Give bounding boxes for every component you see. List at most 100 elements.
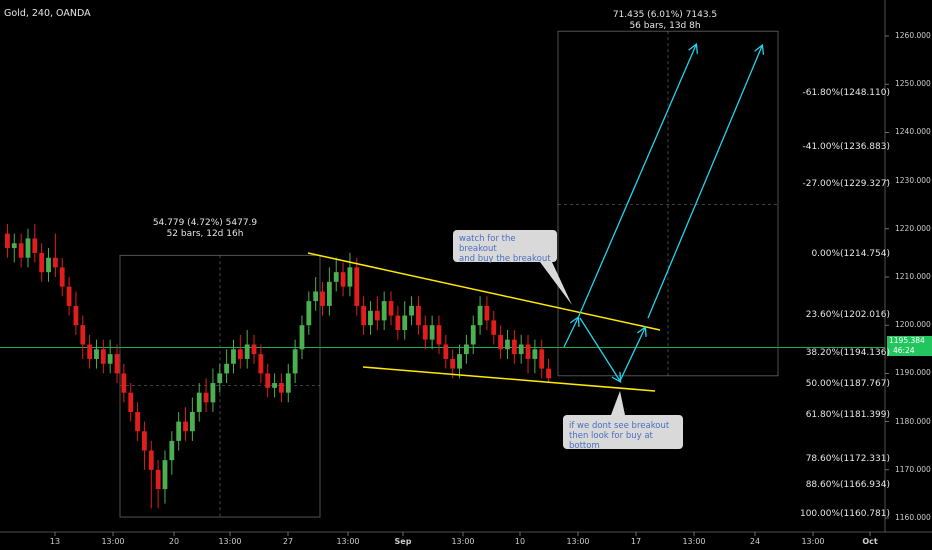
fib-level-label: -41.00%(1236.883) [802, 142, 890, 153]
candle-body [354, 267, 360, 306]
time-tick-label: Sep [394, 537, 412, 546]
candle-body [18, 243, 24, 258]
time-tick-label: 20 [168, 537, 180, 546]
candle-body [505, 339, 510, 350]
measure-right-line1: 71.435 (6.01%) 7143.5 [612, 10, 718, 20]
price-tick-label: 1260.000 [895, 31, 931, 40]
candle-body [114, 354, 120, 374]
price-tick-label: 1220.000 [895, 223, 931, 233]
candle-body [251, 344, 257, 355]
candle-body [121, 373, 127, 393]
fib-level-label: 88.60%(1166.934) [805, 479, 890, 490]
candle-body [285, 373, 291, 393]
candle-body [306, 301, 312, 326]
candle-body [422, 325, 428, 340]
candle-body [368, 310, 373, 326]
projection-arrow [579, 317, 620, 381]
candle-body [347, 267, 353, 287]
candle-body [484, 305, 490, 321]
candle-body [59, 267, 65, 287]
callout-buy-bottom[interactable]: if we dont see breakout then look for bu… [563, 415, 683, 451]
fib-level-label: 23.60%(1202.016) [805, 310, 890, 321]
candle-body [272, 383, 277, 388]
candle-body [279, 383, 284, 393]
candle-body [52, 257, 58, 268]
fib-level-label: 100.00%(1160.781) [799, 509, 890, 520]
candle-body [80, 325, 86, 345]
price-tick-label: 1170.000 [895, 464, 931, 474]
candle-body [66, 286, 72, 306]
time-tick-label: 10 [514, 537, 526, 546]
upper-trendline [307, 252, 661, 331]
candle-body [87, 344, 93, 359]
axes [0, 0, 932, 536]
candle-body [539, 349, 545, 369]
candle-body [518, 344, 524, 355]
symbol-label: Gold, 240, OANDA [4, 8, 91, 19]
candle-body [203, 392, 209, 403]
drawings [307, 45, 762, 415]
countdown-badge: 46:24 [887, 346, 932, 357]
candle-body [320, 291, 325, 306]
time-tick-label: 13:00 [801, 537, 825, 546]
price-tick-label: 1240.000 [895, 127, 931, 137]
candle-body [477, 305, 483, 326]
candle-body [176, 421, 182, 441]
callout-breakout[interactable]: watch for the breakout and buy the break… [453, 230, 557, 264]
candle-body [162, 460, 168, 490]
candle-body [313, 291, 319, 302]
time-tick-label: 13:00 [566, 537, 590, 546]
time-tick-label: 13 [49, 537, 61, 546]
measure-right-label: 71.435 (6.01%) 7143.5 56 bars, 13d 8h [600, 10, 730, 32]
candle-body [100, 349, 106, 364]
candle-body [388, 301, 394, 316]
candle-body [183, 421, 188, 432]
candle-body [292, 349, 298, 374]
measure-boxes [119, 30, 779, 518]
candle-body [457, 354, 462, 369]
candle-body [299, 325, 305, 350]
candle-body [73, 305, 79, 326]
callout-breakout-line1: watch for the breakout [459, 234, 516, 254]
fib-level-label: 78.60%(1172.331) [805, 453, 890, 464]
candle-body [340, 272, 346, 287]
candle-body [46, 257, 51, 273]
candle-body [169, 440, 175, 461]
price-tick-label: 1230.000 [895, 175, 931, 185]
candle-body [135, 411, 140, 432]
candle-body [436, 325, 442, 345]
candle-body [395, 315, 401, 331]
candle-body [491, 320, 497, 335]
measure-right-line2: 56 bars, 13d 8h [629, 21, 701, 31]
callout-buy-bottom-line1: if we dont see breakout [569, 421, 670, 431]
time-tick-label: Oct [862, 537, 878, 546]
candle-body [450, 358, 456, 369]
price-tick-label: 1190.000 [895, 368, 931, 378]
candle-body [374, 310, 380, 321]
candle-body [94, 349, 99, 359]
fib-level-label: 50.00%(1187.767) [805, 379, 890, 390]
price-tick-label: 1160.000 [895, 513, 931, 522]
fib-level-label: 0.00%(1214.754) [811, 249, 890, 260]
candle-body [196, 392, 202, 412]
candle-body [25, 238, 31, 258]
fib-level-label: 38.20%(1194.136) [805, 348, 890, 359]
time-tick-label: 13:00 [101, 537, 125, 546]
candle-body [128, 392, 134, 412]
measure-box-right [557, 30, 779, 377]
projection-arrow [647, 46, 762, 319]
projection-arrow [563, 318, 578, 348]
projection-arrow [619, 328, 645, 382]
time-tick-label: 13:00 [451, 537, 475, 546]
candle-body [532, 349, 538, 359]
price-tick-label: 1210.000 [895, 272, 931, 281]
measure-left-line2: 52 bars, 12d 16h [166, 229, 244, 239]
candle-body [32, 238, 38, 253]
price-tick-label: 1200.000 [895, 320, 931, 330]
candle-body [409, 305, 414, 316]
callout-breakout-line2: and buy the breakout [459, 254, 551, 264]
candle-body [231, 349, 236, 364]
candle-body [11, 243, 17, 249]
